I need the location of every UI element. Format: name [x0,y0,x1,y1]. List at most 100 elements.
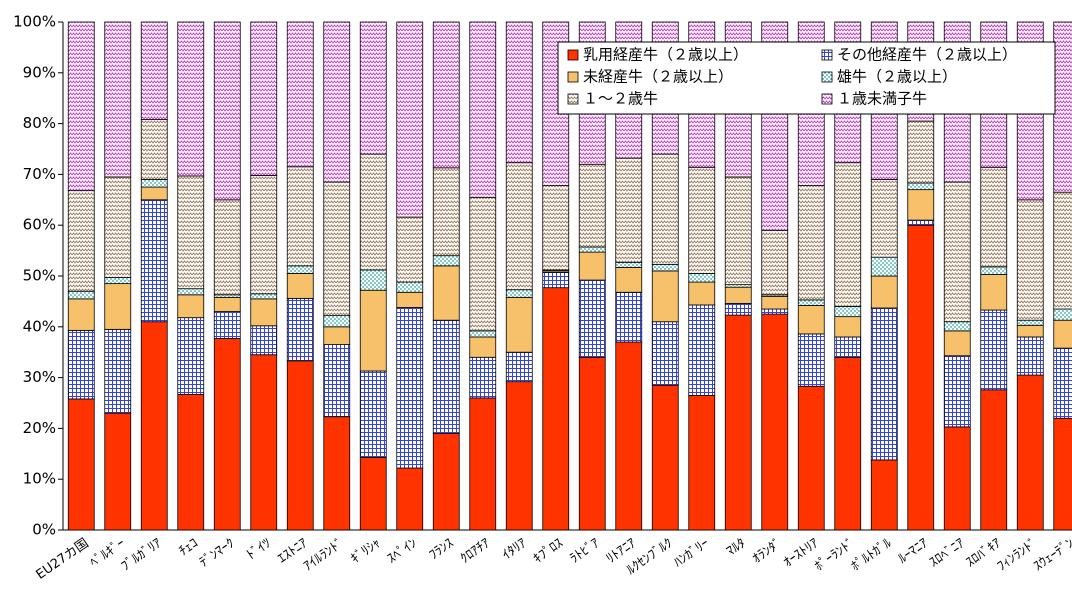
bar-segment [396,281,424,293]
bar-segment [177,175,205,290]
bar-segment [870,256,898,277]
bar-segment [359,153,387,271]
bar-segment [323,315,351,328]
bar-segment [432,265,460,321]
bar-segment [651,321,679,386]
bar-segment [834,306,862,318]
legend-swatch [821,71,833,83]
x-tick-label: ﾌﾞﾙｶﾞﾘｱ [119,536,165,575]
bar-segment [177,393,205,531]
bar-segment [615,291,643,343]
bar-segment [469,21,497,198]
bar-segment [724,303,752,316]
bar-segment [907,182,935,191]
bar-segment [250,354,278,531]
bar-segment [323,326,351,345]
bar-segment [578,279,606,358]
bar-segment [651,153,679,265]
bar-segment [834,162,862,307]
x-tick-label: EU27カ国 [34,536,92,583]
bar-segment [578,356,606,531]
bar-segment [104,412,132,531]
bar-segment [432,21,460,169]
bar-segment [1016,374,1044,531]
bar-segment [67,398,95,531]
bar-segment [104,328,132,414]
bar-segment [67,329,95,400]
bar-segment [651,270,679,323]
bar-segment [469,196,497,332]
bar-segment [834,316,862,338]
bar-segment [1053,308,1072,321]
bar-segment [651,384,679,531]
legend-box [557,41,1056,115]
bar-segment [870,307,898,461]
bar-segment [797,185,825,301]
bar-segment [578,163,606,248]
bar-segment [250,175,278,295]
x-tick-label: ﾎﾟﾙﾄｶﾞﾙ [849,536,895,575]
x-tick-label: ﾁｪｺ [176,536,201,559]
y-tick-label: 40% [23,317,56,335]
legend-swatch [821,49,833,61]
bar-segment [651,263,679,272]
bar-segment [359,269,387,291]
y-tick-label: 60% [23,216,56,234]
bar-segment [1016,319,1044,326]
bar-segment [834,356,862,531]
bar-segment [396,216,424,283]
bar-segment [469,397,497,531]
bar-segment [980,266,1008,275]
bar-segment [615,157,643,263]
bar-segment [67,190,95,292]
bar-segment [505,21,533,164]
bar-segment [724,286,752,304]
bar-segment [980,166,1008,268]
bar-segment [469,330,497,338]
legend-swatch [567,49,579,61]
legend-swatch [567,93,579,105]
bar-segment [286,360,314,531]
bar-segment [870,179,898,258]
bar-segment [323,21,351,183]
y-tick-label: 10% [23,470,56,488]
bar-segment [943,330,971,357]
bar-segment [980,389,1008,531]
bar-segment [140,119,168,180]
bar-segment [870,275,898,309]
legend-label: 雄牛（２歳以上） [837,68,957,86]
bar-segment [177,317,205,395]
bar-segment [323,416,351,531]
x-tick-label: ｽﾛﾍﾞﾆｱ [927,536,968,571]
legend-label: １～２歳牛 [583,90,658,108]
bar-segment [177,294,205,319]
bar-segment [140,186,168,201]
bar-segment [505,381,533,531]
bar-segment [688,273,716,283]
bar-segment [505,289,533,298]
x-tick-label: ﾌﾗﾝｽ [427,536,457,563]
bar-segment [1053,21,1072,193]
bar-segment [140,21,168,120]
bar-segment [797,385,825,531]
bar-segment [213,338,241,531]
x-tick-label: ﾎﾟｰﾗﾝﾄﾞ [812,536,858,574]
bar-segment [250,298,278,327]
bar-segment [542,287,570,531]
bar-segment [615,261,643,268]
bar-segment [359,456,387,531]
bar-segment [213,311,241,339]
bar-segment [797,305,825,335]
bar-segment [1016,199,1044,321]
bar-segment [469,336,497,358]
y-tick-label: 30% [23,368,56,386]
bar-segment [1016,336,1044,376]
bar-segment [1053,417,1072,531]
bar-segment [834,336,862,358]
bar-segment [323,344,351,418]
bar-segment [724,314,752,531]
legend-swatch [567,71,579,83]
bar-segment [907,189,935,221]
x-tick-label: ﾄﾞｲﾂ [244,536,274,563]
bar-segment [505,162,533,291]
